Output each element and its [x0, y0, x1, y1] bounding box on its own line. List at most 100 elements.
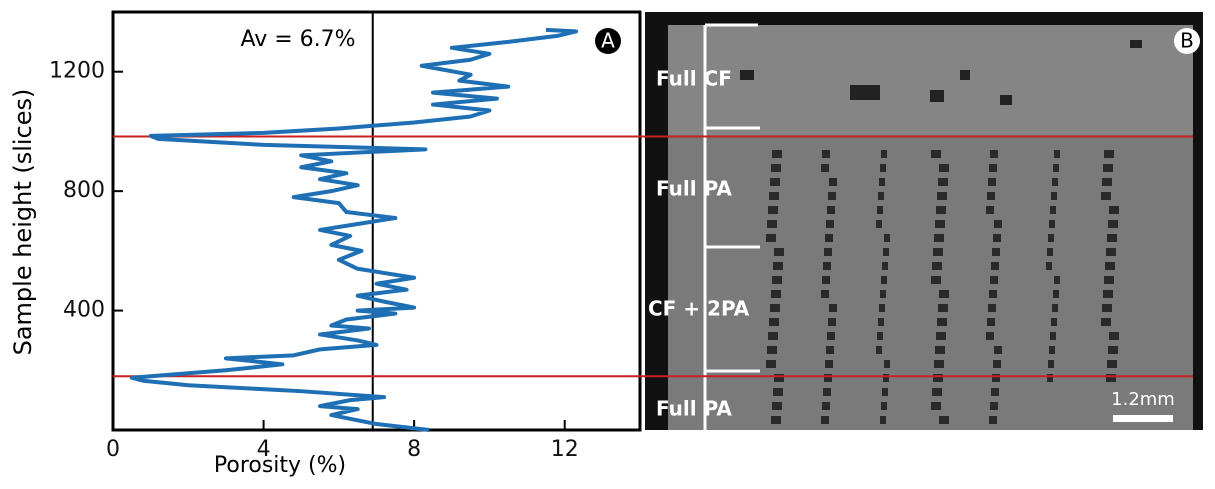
region-label: CF + 2PA — [648, 297, 750, 321]
pore — [987, 192, 995, 200]
pore — [829, 304, 837, 312]
porosity-line — [129, 27, 579, 432]
pore — [939, 164, 949, 172]
pore — [932, 388, 942, 396]
pore — [934, 234, 944, 242]
y-tick-label: 400 — [63, 298, 105, 323]
pore — [876, 346, 882, 354]
panel-badge — [595, 28, 621, 54]
x-tick-label: 4 — [257, 437, 271, 462]
x-tick-label: 12 — [551, 437, 579, 462]
pore — [884, 234, 890, 242]
pore — [771, 164, 781, 172]
pore — [937, 192, 947, 200]
pore — [772, 276, 782, 284]
pore — [822, 402, 830, 410]
x-axis-label: Porosity (%) — [214, 453, 346, 478]
pore — [1103, 164, 1113, 172]
pore — [1052, 304, 1058, 312]
pore — [1101, 192, 1111, 200]
pore — [766, 234, 776, 242]
pore — [993, 234, 1001, 242]
pore — [884, 360, 890, 368]
pore — [1104, 150, 1114, 158]
pore — [880, 290, 886, 298]
pore — [932, 262, 942, 270]
pore — [1109, 206, 1119, 214]
pore — [1051, 192, 1057, 200]
pore — [876, 220, 882, 228]
pore — [1108, 346, 1118, 354]
pore — [1046, 262, 1052, 270]
pore — [930, 90, 944, 102]
pore — [772, 150, 782, 158]
pore — [771, 416, 781, 424]
pore — [935, 346, 945, 354]
pore — [1130, 40, 1142, 48]
panel-label: A — [601, 29, 615, 53]
pore — [881, 150, 887, 158]
pore — [883, 374, 889, 382]
pore — [822, 150, 830, 158]
pore — [770, 178, 780, 186]
pore — [1049, 346, 1055, 354]
pore — [823, 262, 831, 270]
pore — [768, 332, 778, 340]
pore — [936, 332, 946, 340]
pore — [773, 262, 783, 270]
ct-cf-region — [668, 25, 1193, 135]
pore — [994, 346, 1002, 354]
pore — [990, 276, 998, 284]
pore — [1102, 178, 1112, 186]
pore — [988, 304, 996, 312]
pore — [1053, 164, 1059, 172]
pore — [883, 248, 889, 256]
pore — [824, 374, 832, 382]
pore — [934, 360, 944, 368]
pore — [1054, 150, 1060, 158]
pore — [1106, 374, 1116, 382]
pore — [931, 276, 941, 284]
pore — [826, 346, 834, 354]
pore — [1049, 220, 1055, 228]
ct-pores — [740, 40, 1142, 424]
pore — [821, 416, 829, 424]
pore — [827, 206, 835, 214]
pore — [1102, 304, 1112, 312]
pore — [821, 290, 829, 298]
pore — [1105, 262, 1115, 270]
pore — [993, 360, 1001, 368]
pore — [877, 206, 883, 214]
pore — [992, 248, 1000, 256]
pore — [986, 332, 994, 340]
pore — [825, 360, 833, 368]
pore — [939, 416, 949, 424]
pore — [1048, 360, 1054, 368]
pore — [879, 178, 885, 186]
pore — [1108, 220, 1118, 228]
x-tick-label: 8 — [407, 437, 421, 462]
pore — [878, 192, 884, 200]
pore — [1052, 178, 1058, 186]
pore — [1054, 276, 1060, 284]
pore — [1048, 234, 1054, 242]
pore — [772, 402, 782, 410]
pore — [882, 262, 888, 270]
pore — [1050, 206, 1056, 214]
pore — [767, 346, 777, 354]
pore — [989, 416, 997, 424]
pore — [880, 164, 886, 172]
pore — [990, 402, 998, 410]
region-label: Full PA — [656, 177, 732, 201]
pore — [1107, 360, 1117, 368]
pore — [769, 318, 779, 326]
pore — [991, 388, 999, 396]
pore — [990, 150, 998, 158]
pore — [931, 402, 941, 410]
pore — [931, 150, 941, 158]
y-axis-label: Sample height (slices) — [9, 89, 37, 356]
y-tick-label: 800 — [63, 178, 105, 203]
pore — [994, 220, 1002, 228]
pore — [933, 374, 943, 382]
annotation: Av = 6.7% — [240, 27, 355, 52]
